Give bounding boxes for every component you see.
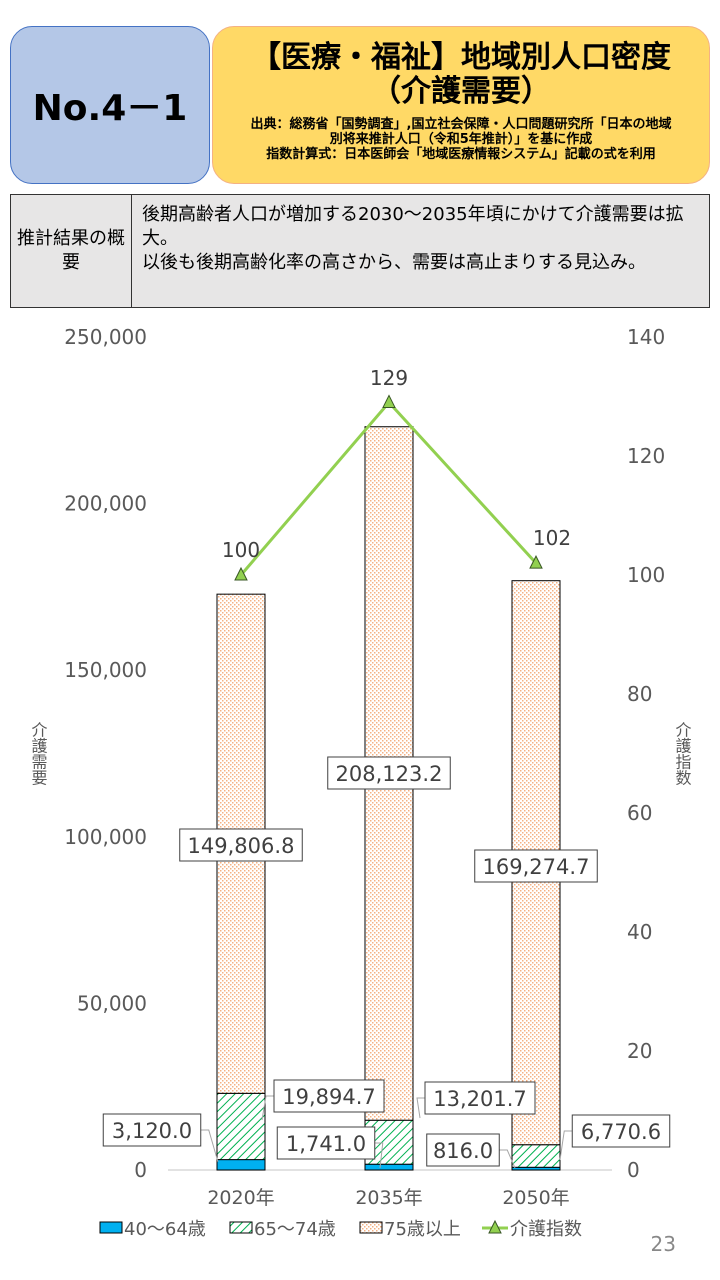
y2-tick-label: 60 (627, 801, 652, 825)
title-line1: 【医療・福祉】地域別人口密度 (251, 40, 671, 75)
summary-text: 後期高齢者人口が増加する2030～2035年頃にかけて介護需要は拡大。以後も後期… (132, 195, 709, 307)
y2-tick-label: 140 (627, 325, 665, 349)
y-tick-label: 150,000 (64, 658, 147, 682)
index-marker (529, 554, 543, 569)
legend-swatch (99, 1221, 123, 1234)
slide-number: No.4－1 (32, 88, 188, 129)
data-label: 149,806.8 (188, 834, 295, 858)
bar-65-74 (511, 1144, 561, 1168)
y-tick-label: 100,000 (64, 825, 147, 849)
legend-swatch (229, 1221, 253, 1234)
page-number: 23 (650, 1232, 676, 1256)
index-marker (382, 394, 396, 408)
legend-label: 40～64歳 (124, 1219, 206, 1240)
y2-tick-label: 40 (627, 920, 652, 944)
summary-heading: 推計結果の概要 (11, 195, 132, 307)
bar-65-74 (216, 1092, 266, 1161)
leader-line (416, 1097, 425, 1119)
y-tick-label: 0 (134, 1158, 147, 1182)
x-tick-label: 2035年 (355, 1187, 422, 1209)
legend-marker (488, 1219, 502, 1234)
x-tick-label: 2050年 (502, 1187, 569, 1209)
data-label: 6,770.6 (581, 1120, 661, 1144)
bar-40-64 (216, 1159, 266, 1171)
y2-tick-label: 100 (627, 563, 665, 587)
legend-label: 75歳以上 (384, 1219, 461, 1240)
y2-tick-label: 20 (627, 1039, 652, 1063)
summary-line1: 後期高齢者人口が増加する2030～2035年頃にかけて介護需要は拡大。 (142, 204, 684, 249)
data-label-box (276, 1126, 376, 1160)
slide-number-box: No.4－1 (10, 26, 210, 184)
legend-label: 65～74歳 (254, 1219, 336, 1240)
y-tick-label: 50,000 (77, 991, 147, 1015)
summary-line2: 以後も後期高齢化率の高さから、需要は高止まりする見込み。 (142, 252, 646, 273)
y-tick-label: 250,000 (64, 325, 147, 349)
data-label: 19,894.7 (282, 1085, 376, 1109)
data-label: 13,201.7 (433, 1087, 527, 1111)
legend-label: 介護指数 (510, 1219, 582, 1240)
data-label-box (273, 1079, 385, 1113)
source-line1: 出典：総務省「国勢調査」,国立社会保障・人口問題研究所「日本の地域 (250, 117, 672, 132)
y-axis-label: 介護需要 (29, 722, 48, 787)
leader-line (374, 1142, 384, 1169)
data-label: 1,741.0 (286, 1132, 366, 1156)
leader-line (559, 1130, 573, 1161)
title-box: 【医療・福祉】地域別人口密度 （介護需要） 出典：総務省「国勢調査」,国立社会保障… (212, 26, 710, 184)
data-label-box (327, 756, 451, 790)
summary-table: 推計結果の概要 後期高齢者人口が増加する2030～2035年頃にかけて介護需要は… (10, 194, 710, 308)
data-label: 208,123.2 (336, 762, 443, 786)
source-line3: 指数計算式：日本医師会「地域医療情報システム」記載の式を利用 (266, 147, 656, 162)
data-label-box (571, 1114, 671, 1148)
x-tick-label: 2020年 (207, 1187, 274, 1209)
data-label: 3,120.0 (112, 1119, 192, 1143)
y2-tick-label: 120 (627, 444, 665, 468)
source-note: 出典：総務省「国勢調査」,国立社会保障・人口問題研究所「日本の地域 別将来推計人口… (213, 117, 709, 162)
legend-swatch (359, 1221, 383, 1234)
data-label-box (102, 1113, 202, 1147)
index-label: 129 (370, 366, 408, 390)
source-line2: 別将来推計人口（令和5年推計）」を基に作成 (329, 132, 593, 147)
chart: 0 50,000 100,000 150,000 200,000 250,000 0 20 40… (29, 325, 692, 1240)
data-label-box (179, 828, 303, 862)
index-marker (234, 566, 248, 581)
index-label: 100 (222, 538, 260, 562)
title: 【医療・福祉】地域別人口密度 （介護需要） (213, 41, 709, 109)
y2-tick-label: 80 (627, 682, 652, 706)
data-label: 816.0 (433, 1139, 493, 1163)
data-label: 169,274.7 (483, 855, 590, 879)
data-label-box (426, 1133, 500, 1167)
y-tick-label: 200,000 (64, 492, 147, 516)
y2-tick-label: 0 (627, 1158, 640, 1182)
y2-axis-label: 介護指数 (673, 722, 692, 786)
leader-line (499, 1149, 516, 1169)
leader-line (200, 1129, 219, 1163)
data-label-box (474, 849, 598, 883)
leader-line (261, 1095, 274, 1121)
bar-40-64 (364, 1163, 414, 1171)
index-label: 102 (533, 526, 571, 550)
title-line2: （介護需要） (371, 74, 551, 109)
data-label-box (424, 1081, 536, 1115)
